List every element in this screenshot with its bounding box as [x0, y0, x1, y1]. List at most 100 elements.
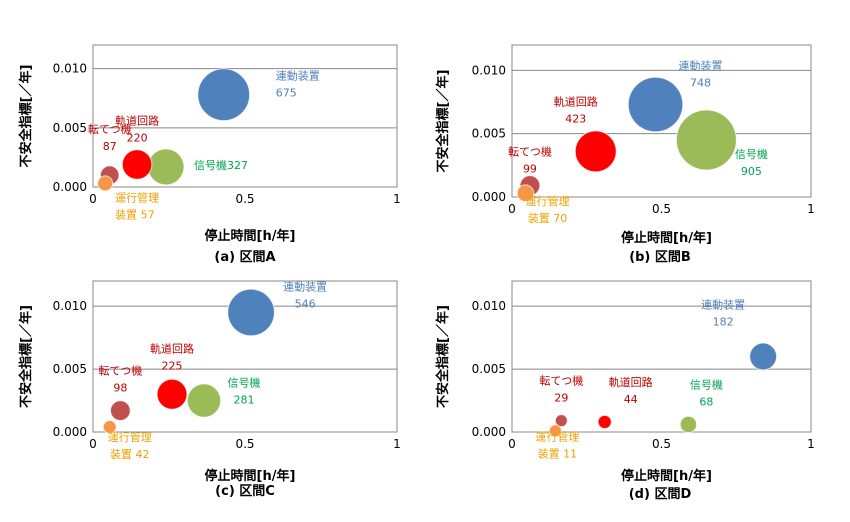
series-name-label: 運行管理	[108, 430, 152, 444]
x-axis-title: 停止時間[h/年]	[205, 468, 296, 484]
series-name-label: 運行管理	[525, 194, 569, 208]
size-value-label: 182	[713, 316, 734, 329]
series-name-label: 転てつ機	[88, 122, 132, 136]
x-tick-label: 0	[89, 437, 97, 451]
bubble-1	[227, 288, 275, 337]
y-tick-label: 0.010	[53, 62, 87, 76]
y-tick-label: 0.010	[472, 299, 506, 313]
bubble-2	[675, 109, 737, 171]
y-tick-label: 0.005	[53, 121, 87, 135]
y-axis-title: 不安全指標[／年]	[18, 65, 34, 168]
size-value-label: 装置 42	[110, 448, 150, 461]
x-tick-label: 0	[508, 202, 516, 216]
series-name-label: 連動装置	[679, 59, 723, 73]
x-axis-title: 停止時間[h/年]	[621, 468, 712, 484]
x-tick-label: 0.5	[652, 437, 671, 451]
y-tick-label: 0.000	[53, 425, 87, 439]
x-tick-label: 1	[393, 192, 401, 206]
series-name-label: 軌道回路	[609, 375, 653, 389]
x-tick-label: 1	[807, 202, 815, 216]
y-tick-label: 0.005	[472, 127, 506, 141]
size-value-label: 87	[103, 140, 117, 153]
series-name-label: 信号機	[227, 376, 260, 390]
y-tick-label: 0.000	[53, 180, 87, 194]
bubble-1	[197, 68, 251, 122]
x-axis-title: 停止時間[h/年]	[621, 230, 712, 246]
panel-caption: (c) 区間C	[215, 484, 275, 499]
chart-panel-2: 0.000 0.005 0.010 0 0.5 1 停止時間[h/年] 不安全指標[／年] (b…	[435, 44, 815, 265]
size-value-label: 44	[624, 393, 638, 406]
x-tick-label: 0	[89, 192, 97, 206]
series-name-label: 信号機	[194, 158, 227, 172]
size-value-label: 装置 70	[528, 212, 568, 225]
x-axis-title: 停止時間[h/年]	[205, 228, 296, 244]
chart-panel-1: 0.000 0.005 0.010 0 0.5 1 停止時間[h/年] 不安全指標[／年] (a…	[18, 44, 401, 265]
series-name-label: 転てつ機	[508, 145, 552, 159]
size-value-label: 98	[113, 382, 127, 395]
series-name-label: 軌道回路	[554, 94, 598, 108]
size-value-label: 装置 11	[538, 448, 578, 461]
chart-panel-3: 0.000 0.005 0.010 0 0.5 1 停止時間[h/年] 不安全指標[／年] (c…	[18, 279, 401, 499]
bubble-5	[516, 184, 535, 203]
x-tick-label: 0	[508, 437, 516, 451]
series-name-label: 軌道回路	[150, 341, 194, 355]
bubble-3	[121, 149, 153, 180]
size-value-label: 225	[162, 359, 183, 372]
y-tick-label: 0.005	[472, 362, 506, 376]
y-axis-title: 不安全指標[／年]	[18, 305, 34, 408]
bubble-2	[147, 148, 185, 186]
size-value-label: 68	[699, 395, 713, 408]
y-axis-title: 不安全指標[／年]	[435, 70, 451, 173]
bubble-5	[548, 424, 562, 438]
bubble-4	[109, 400, 131, 421]
series-name-label: 軌道回路	[115, 114, 159, 128]
x-tick-label: 0.5	[652, 202, 671, 216]
y-axis-title: 不安全指標[／年]	[435, 305, 451, 408]
series-name-label: 信号機	[735, 147, 768, 161]
bubble-5	[102, 420, 117, 434]
series-name-label: 転てつ機	[539, 374, 583, 388]
panel-caption: (d) 区間D	[629, 487, 692, 502]
panel-caption: (b) 区間B	[629, 250, 691, 265]
bubble-1	[627, 76, 684, 133]
x-tick-label: 1	[393, 437, 401, 451]
bubble-5	[97, 175, 114, 192]
bubble-3	[597, 414, 612, 430]
size-value-label: 220	[127, 132, 148, 145]
series-name-label: 連動装置	[701, 298, 745, 312]
series-name-label: 運行管理	[115, 190, 159, 204]
y-tick-label: 0.000	[472, 425, 506, 439]
series-name-label: 転てつ機	[98, 364, 142, 378]
size-value-label: 327	[227, 159, 248, 172]
size-value-label: 423	[565, 112, 586, 125]
bubble-2	[186, 383, 222, 418]
panel-caption: (a) 区間A	[214, 250, 275, 265]
series-name-label: 連動装置	[276, 69, 320, 83]
size-value-label: 装置 57	[115, 208, 155, 221]
size-value-label: 905	[741, 165, 762, 178]
size-value-label: 281	[233, 394, 254, 407]
size-value-label: 99	[523, 163, 537, 176]
bubble-4	[554, 414, 568, 428]
size-value-label: 748	[690, 77, 711, 90]
size-value-label: 546	[295, 297, 316, 310]
series-name-label: 連動装置	[283, 279, 327, 293]
size-value-label: 675	[276, 87, 297, 100]
chart-panel-4: 0.000 0.005 0.010 0 0.5 1 停止時間[h/年] 不安全指標[／年] (d…	[435, 280, 815, 502]
y-tick-label: 0.010	[472, 63, 506, 77]
size-value-label: 29	[554, 392, 568, 405]
bubble-3	[574, 130, 617, 173]
y-tick-label: 0.010	[53, 299, 87, 313]
x-tick-label: 0.5	[235, 437, 254, 451]
x-tick-label: 0.5	[235, 192, 254, 206]
series-name-label: 運行管理	[535, 430, 579, 444]
x-tick-label: 1	[807, 437, 815, 451]
y-tick-label: 0.005	[53, 362, 87, 376]
y-tick-label: 0.000	[472, 190, 506, 204]
series-name-label: 信号機	[690, 377, 723, 391]
bubble-3	[156, 378, 188, 410]
bubble-1	[749, 342, 778, 371]
bubble-2	[679, 415, 698, 434]
